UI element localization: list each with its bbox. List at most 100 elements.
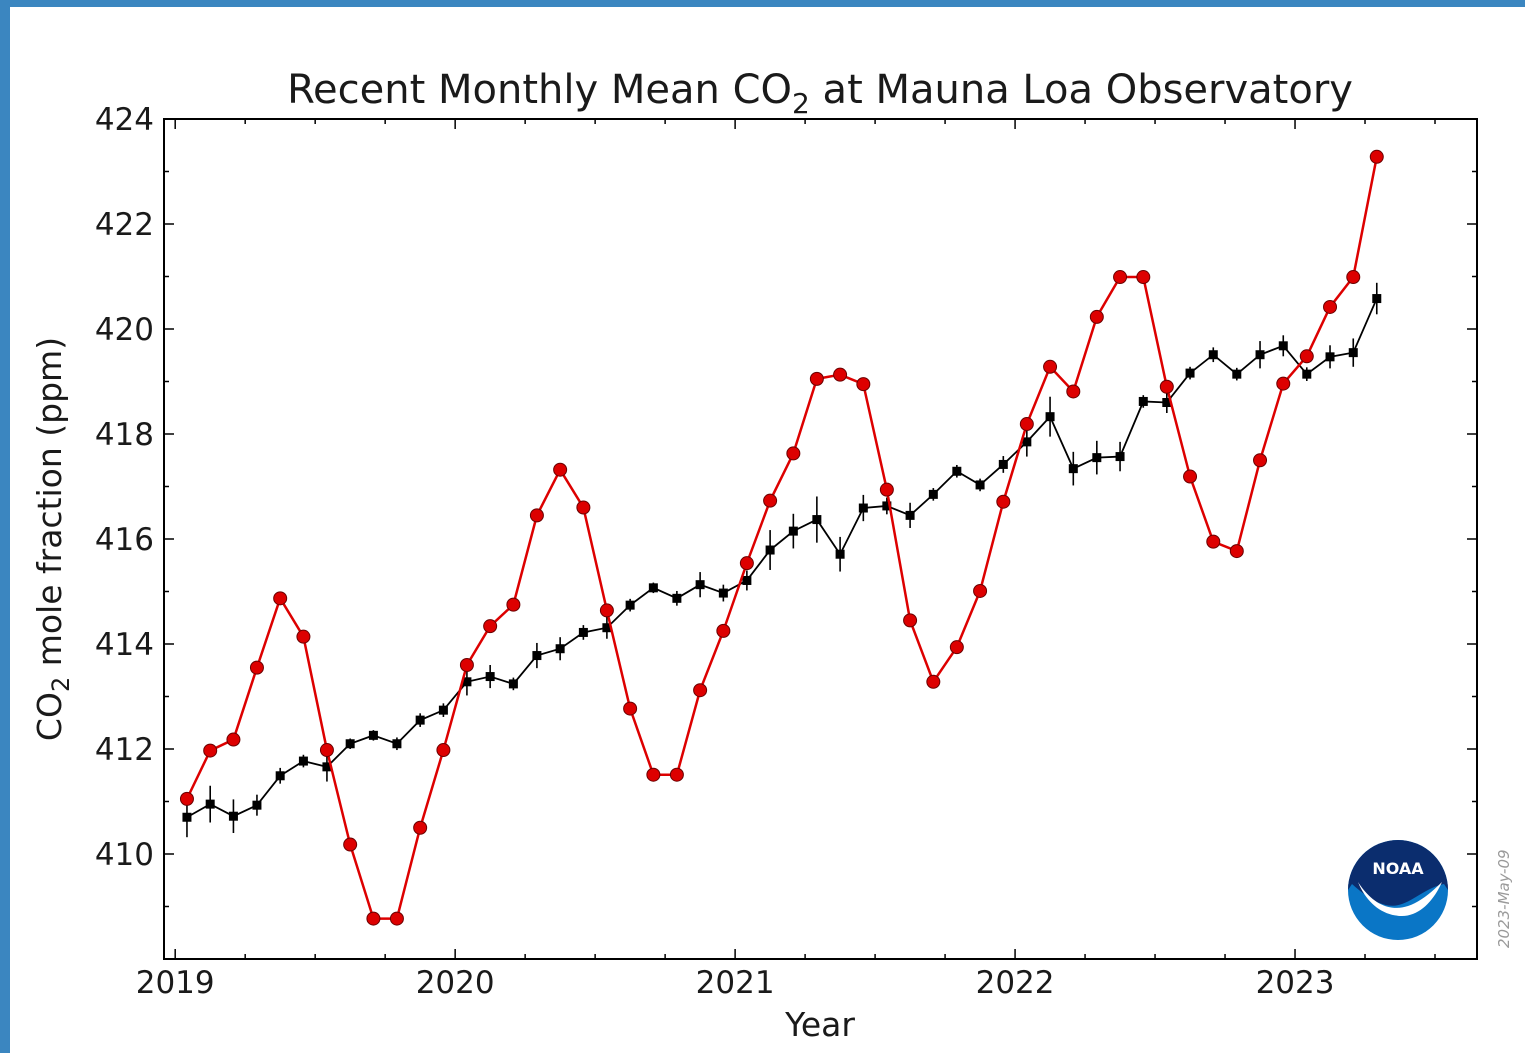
monthly-mean-series bbox=[179, 149, 1384, 926]
monthly-mean-point bbox=[1276, 376, 1291, 391]
trend-point bbox=[415, 715, 425, 725]
trend-point bbox=[1232, 369, 1242, 379]
window-top-border bbox=[0, 0, 1525, 7]
noaa-logo: NOAA bbox=[1348, 840, 1448, 940]
trend-point bbox=[1348, 348, 1358, 358]
trend-point bbox=[205, 799, 215, 809]
monthly-mean-point bbox=[553, 462, 568, 477]
noaa-logo-top bbox=[1348, 840, 1448, 906]
monthly-mean-point bbox=[483, 619, 498, 634]
trend-point bbox=[882, 501, 892, 511]
monthly-mean-point bbox=[179, 791, 194, 806]
trend-point bbox=[322, 762, 332, 772]
trend-point bbox=[345, 739, 355, 749]
trend-point bbox=[975, 480, 985, 490]
monthly-mean-point bbox=[1066, 384, 1081, 399]
chart-title-prefix: Recent Monthly Mean CO bbox=[287, 67, 792, 113]
trend-point bbox=[742, 575, 752, 585]
monthly-mean-point bbox=[623, 701, 638, 716]
y-tick-label: 422 bbox=[95, 207, 154, 243]
trend-point bbox=[718, 588, 728, 598]
monthly-mean-point bbox=[1253, 453, 1268, 468]
monthly-mean-point bbox=[529, 508, 544, 523]
monthly-mean-point bbox=[973, 583, 988, 598]
monthly-mean-point bbox=[856, 377, 871, 392]
monthly-mean-point bbox=[716, 623, 731, 638]
trend-point bbox=[578, 627, 588, 637]
trend-point bbox=[508, 679, 518, 689]
trend-point bbox=[532, 651, 542, 661]
monthly-mean-point bbox=[903, 613, 918, 628]
monthly-mean-point bbox=[273, 591, 288, 606]
y-tick-label: 412 bbox=[95, 732, 154, 768]
monthly-mean-point bbox=[1206, 534, 1221, 549]
monthly-mean-point bbox=[249, 660, 264, 675]
trend-point bbox=[1115, 452, 1125, 462]
trend-point bbox=[1022, 437, 1032, 447]
monthly-mean-point bbox=[506, 597, 521, 612]
monthly-mean-point bbox=[1323, 299, 1338, 314]
y-tick-label: 416 bbox=[95, 522, 154, 558]
monthly-mean-point bbox=[576, 500, 591, 515]
monthly-mean-point bbox=[833, 367, 848, 382]
trend-point bbox=[1255, 350, 1265, 360]
trend-series bbox=[182, 282, 1382, 838]
monthly-mean-point bbox=[1183, 469, 1198, 484]
x-axis-label: Year bbox=[784, 1005, 855, 1044]
monthly-mean-point bbox=[786, 446, 801, 461]
date-stamp: 2023-May-09 bbox=[1495, 849, 1513, 948]
monthly-mean-point bbox=[1346, 270, 1361, 285]
monthly-mean-point bbox=[1369, 149, 1384, 164]
trend-point bbox=[298, 756, 308, 766]
trend-point bbox=[625, 600, 635, 610]
trend-point bbox=[1302, 369, 1312, 379]
monthly-mean-point bbox=[763, 493, 778, 508]
trend-point bbox=[602, 623, 612, 633]
trend-point bbox=[438, 705, 448, 715]
trend-point bbox=[952, 466, 962, 476]
chart-title-suffix: at Mauna Loa Observatory bbox=[810, 67, 1353, 113]
y-tick-label: 414 bbox=[95, 627, 154, 663]
y-tick-label: 418 bbox=[95, 417, 154, 453]
trend-point bbox=[695, 580, 705, 590]
monthly-mean-point bbox=[226, 732, 241, 747]
monthly-mean-point bbox=[693, 683, 708, 698]
window-left-border bbox=[0, 0, 10, 1053]
trend-point bbox=[1185, 368, 1195, 378]
trend-point bbox=[1325, 352, 1335, 362]
trend-point bbox=[1208, 350, 1218, 360]
monthly-mean-point bbox=[1019, 417, 1034, 432]
trend-point bbox=[368, 730, 378, 740]
monthly-mean-point bbox=[1229, 544, 1244, 559]
monthly-mean-point bbox=[343, 837, 358, 852]
trend-point bbox=[672, 593, 682, 603]
trend-point bbox=[275, 771, 285, 781]
trend-point bbox=[858, 503, 868, 513]
y-axis: 410 412 414 416 418 420 422 424 bbox=[95, 102, 1477, 960]
trend-line bbox=[186, 298, 1378, 819]
monthly-mean-point bbox=[389, 911, 404, 926]
y-tick-label: 424 bbox=[95, 102, 154, 138]
monthly-mean-point bbox=[319, 743, 334, 758]
trend-point bbox=[182, 812, 192, 822]
trend-point bbox=[1372, 294, 1382, 304]
trend-point bbox=[1068, 464, 1078, 474]
monthly-mean-point bbox=[1089, 309, 1104, 324]
trend-point bbox=[812, 515, 822, 525]
trend-point bbox=[555, 644, 565, 654]
monthly-mean-point bbox=[879, 482, 894, 497]
monthly-mean-point bbox=[203, 743, 218, 758]
monthly-mean-point bbox=[1299, 349, 1314, 364]
trend-point bbox=[928, 489, 938, 499]
y-axis-label-suffix: mole fraction (ppm) bbox=[30, 337, 69, 677]
y-axis-label: CO2 mole fraction (ppm) bbox=[30, 337, 75, 741]
x-tick-label: 2023 bbox=[1256, 965, 1335, 1001]
trend-point bbox=[1138, 396, 1148, 406]
y-tick-label: 420 bbox=[95, 312, 154, 348]
chart-title: Recent Monthly Mean CO2 at Mauna Loa Obs… bbox=[287, 67, 1353, 120]
trend-point bbox=[228, 811, 238, 821]
x-tick-label: 2020 bbox=[416, 965, 495, 1001]
monthly-mean-point bbox=[296, 629, 311, 644]
monthly-mean-point bbox=[366, 911, 381, 926]
